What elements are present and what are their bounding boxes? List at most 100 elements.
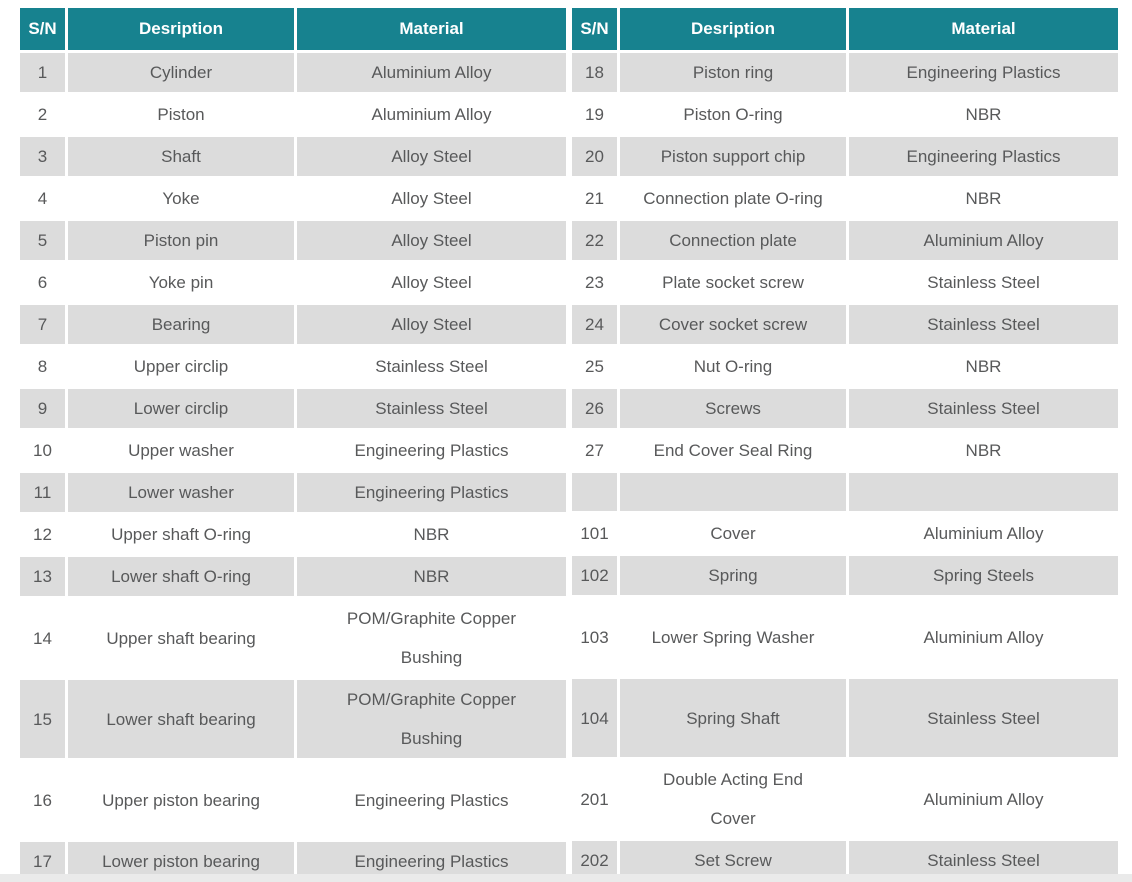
sn-cell: 104 (572, 679, 617, 757)
material-cell: Stainless Steel (297, 347, 566, 386)
sn-cell: 18 (572, 53, 617, 92)
sn-cell: 7 (20, 305, 65, 344)
sn-cell: 6 (20, 263, 65, 302)
table-row: 104 Spring Shaft Stainless Steel (572, 679, 1118, 757)
sn-cell: 201 (572, 760, 617, 838)
description-cell: Lower circlip (68, 389, 294, 428)
material-cell: NBR (849, 179, 1118, 218)
description-cell: Lower washer (68, 473, 294, 512)
sn-cell: 13 (20, 557, 65, 596)
table-row: 4 Yoke Alloy Steel (20, 179, 566, 218)
description-cell: Spring (620, 556, 846, 595)
table-row: 1 Cylinder Aluminium Alloy (20, 53, 566, 92)
sn-cell: 16 (20, 761, 65, 839)
description-cell: Spring Shaft (620, 679, 846, 757)
table-row: 201 Double Acting End Cover Aluminium Allo… (572, 760, 1118, 838)
table-row: 101 Cover Aluminium Alloy (572, 514, 1118, 553)
table-row: 22 Connection plate Aluminium Alloy (572, 221, 1118, 260)
material-cell: Stainless Steel (849, 679, 1118, 757)
description-cell: Upper shaft bearing (68, 599, 294, 677)
description-cell: End Cover Seal Ring (620, 431, 846, 470)
material-cell: NBR (297, 557, 566, 596)
description-cell: Set Screw (620, 841, 846, 880)
description-cell: Lower Spring Washer (620, 598, 846, 676)
description-cell: Upper shaft O-ring (68, 515, 294, 554)
material-cell: Stainless Steel (849, 263, 1118, 302)
description-cell: Piston O-ring (620, 95, 846, 134)
bottom-strip (0, 874, 1132, 882)
material-cell: Alloy Steel (297, 137, 566, 176)
sn-cell: 24 (572, 305, 617, 344)
table-row: 5 Piston pin Alloy Steel (20, 221, 566, 260)
table-row: 26 Screws Stainless Steel (572, 389, 1118, 428)
sn-cell: 20 (572, 137, 617, 176)
sn-cell: 102 (572, 556, 617, 595)
header-description: Desription (68, 8, 294, 50)
sn-cell: 12 (20, 515, 65, 554)
table-row: 19 Piston O-ring NBR (572, 95, 1118, 134)
material-cell: Stainless Steel (849, 305, 1118, 344)
description-cell: Bearing (68, 305, 294, 344)
material-cell: Engineering Plastics (297, 473, 566, 512)
table-row: 3 Shaft Alloy Steel (20, 137, 566, 176)
sn-cell: 21 (572, 179, 617, 218)
description-cell: Yoke (68, 179, 294, 218)
parts-table-right: S/N Desription Material 18 Piston ring Eng… (569, 5, 1121, 882)
sn-cell: 14 (20, 599, 65, 677)
description-cell: Shaft (68, 137, 294, 176)
description-cell: Connection plate O-ring (620, 179, 846, 218)
material-cell: Aluminium Alloy (849, 598, 1118, 676)
sn-cell: 202 (572, 841, 617, 880)
description-cell: Yoke pin (68, 263, 294, 302)
description-cell: Cover (620, 514, 846, 553)
material-cell: Alloy Steel (297, 305, 566, 344)
description-cell: Nut O-ring (620, 347, 846, 386)
table-row: 102 Spring Spring Steels (572, 556, 1118, 595)
sn-cell: 2 (20, 95, 65, 134)
sn-cell: 25 (572, 347, 617, 386)
sn-cell: 15 (20, 680, 65, 758)
description-cell: Upper circlip (68, 347, 294, 386)
material-cell: Alloy Steel (297, 179, 566, 218)
material-cell: Engineering Plastics (297, 431, 566, 470)
description-cell: Piston pin (68, 221, 294, 260)
table-row: 24 Cover socket screw Stainless Steel (572, 305, 1118, 344)
material-cell: Stainless Steel (849, 389, 1118, 428)
sn-cell: 3 (20, 137, 65, 176)
description-cell: Double Acting End Cover (620, 760, 846, 838)
description-cell: Upper piston bearing (68, 761, 294, 839)
sn-cell: 9 (20, 389, 65, 428)
sn-cell: 10 (20, 431, 65, 470)
header-sn: S/N (20, 8, 65, 50)
description-cell: Cylinder (68, 53, 294, 92)
material-cell: Aluminium Alloy (849, 514, 1118, 553)
header-material: Material (849, 8, 1118, 50)
material-cell: Aluminium Alloy (297, 53, 566, 92)
material-cell (849, 473, 1118, 511)
sn-cell: 22 (572, 221, 617, 260)
table-row: 11 Lower washer Engineering Plastics (20, 473, 566, 512)
table-row: 9 Lower circlip Stainless Steel (20, 389, 566, 428)
material-cell: Stainless Steel (297, 389, 566, 428)
sn-cell (572, 473, 617, 511)
material-cell: Engineering Plastics (297, 761, 566, 839)
table-row: 6 Yoke pin Alloy Steel (20, 263, 566, 302)
table-row: 21 Connection plate O-ring NBR (572, 179, 1118, 218)
sn-cell: 26 (572, 389, 617, 428)
material-cell: Aluminium Alloy (297, 95, 566, 134)
description-cell: Piston (68, 95, 294, 134)
material-cell: Alloy Steel (297, 221, 566, 260)
table-row: 16 Upper piston bearing Engineering Plasti… (20, 761, 566, 839)
sn-cell: 103 (572, 598, 617, 676)
table-row: 15 Lower shaft bearing POM/Graphite Copper… (20, 680, 566, 758)
material-cell: Aluminium Alloy (849, 221, 1118, 260)
material-cell: Alloy Steel (297, 263, 566, 302)
parts-table-left: S/N Desription Material 1 Cylinder Alumini… (17, 5, 569, 882)
table-row: 27 End Cover Seal Ring NBR (572, 431, 1118, 470)
description-cell: Plate socket screw (620, 263, 846, 302)
material-cell: NBR (297, 515, 566, 554)
description-cell: Connection plate (620, 221, 846, 260)
header-row: S/N Desription Material (20, 8, 566, 50)
sn-cell: 5 (20, 221, 65, 260)
